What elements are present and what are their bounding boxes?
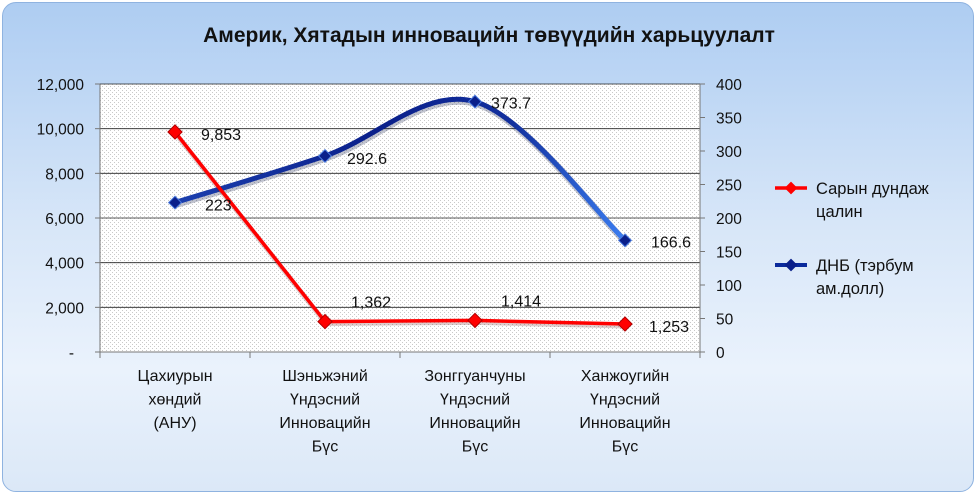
gdp-data-label: 373.7 bbox=[491, 96, 531, 113]
category-label: Бүс bbox=[612, 439, 639, 456]
right-tick-label: 150 bbox=[716, 245, 742, 262]
salary-marker bbox=[467, 312, 483, 329]
category-label: Бүс bbox=[312, 439, 339, 456]
gdp-data-label: 223 bbox=[205, 198, 232, 215]
legend: Сарын дундаж цалин ДНБ (тэрбум ам.долл) bbox=[775, 180, 929, 298]
left-tick-label: 12,000 bbox=[37, 77, 85, 94]
salary-marker bbox=[617, 316, 633, 332]
right-axis-ticks: 0 50 100 150 200 250 300 350 400 bbox=[700, 77, 742, 362]
right-tick-label: 250 bbox=[716, 178, 742, 195]
category-label: (АНУ) bbox=[153, 415, 196, 432]
category-label: Зонггуанчуны bbox=[424, 368, 525, 385]
category-label: Бүс bbox=[462, 439, 489, 456]
left-axis-ticks: - 2,000 4,000 6,000 8,000 10,000 12,000 bbox=[37, 77, 100, 362]
category-label: Инновацийн bbox=[579, 415, 670, 432]
gdp-marker bbox=[467, 94, 483, 109]
category-label: Шэньжэний bbox=[282, 368, 368, 385]
left-tick-label: - bbox=[69, 345, 74, 362]
gdp-data-label: 166.6 bbox=[651, 234, 691, 251]
chart-title: Америк, Хятадын инновацийн төвүүдийн хар… bbox=[203, 24, 775, 47]
category-label: хөндий bbox=[149, 392, 202, 409]
legend-salary-label: Сарын дундаж bbox=[816, 180, 929, 198]
right-tick-label: 300 bbox=[716, 144, 742, 161]
right-tick-label: 100 bbox=[716, 278, 742, 295]
left-tick-label: 8,000 bbox=[45, 166, 84, 183]
salary-marker bbox=[167, 124, 183, 140]
category-label: Үндэсний bbox=[590, 392, 660, 409]
gdp-marker bbox=[167, 195, 183, 210]
salary-marker bbox=[317, 313, 333, 330]
gridlines bbox=[100, 83, 700, 308]
data-labels: 9,853 1,362 1,414 1,253 223 292.6 373.7 166.6 bbox=[201, 96, 691, 336]
salary-data-label: 1,362 bbox=[351, 295, 391, 312]
category-label: Цахиурын bbox=[137, 368, 212, 385]
gdp-marker bbox=[617, 233, 633, 248]
gdp-data-label: 292.6 bbox=[347, 151, 387, 168]
gdp-line bbox=[172, 96, 628, 243]
left-tick-label: 2,000 bbox=[45, 300, 84, 317]
legend-gdp-marker bbox=[784, 258, 798, 272]
right-tick-label: 0 bbox=[716, 345, 725, 362]
series bbox=[167, 94, 633, 332]
category-label: Үндэсний bbox=[440, 392, 510, 409]
left-tick-label: 10,000 bbox=[37, 122, 85, 139]
salary-data-label: 1,414 bbox=[501, 293, 541, 310]
right-tick-label: 200 bbox=[716, 211, 742, 228]
right-tick-label: 400 bbox=[716, 77, 742, 94]
legend-gdp-label: ДНБ (тэрбум bbox=[816, 257, 914, 275]
left-tick-label: 4,000 bbox=[45, 256, 84, 273]
legend-salary-marker bbox=[784, 181, 798, 195]
category-label: Үндэсний bbox=[290, 392, 360, 409]
category-label: Инновацийн bbox=[279, 415, 370, 432]
salary-data-label: 1,253 bbox=[649, 319, 689, 336]
category-label: Инновацийн bbox=[429, 415, 520, 432]
left-tick-label: 6,000 bbox=[45, 211, 84, 228]
category-labels: Цахиурын хөндий (АНУ) Шэньжэний Үндэсний Инно… bbox=[137, 368, 670, 456]
legend-gdp-label: ам.долл) bbox=[816, 280, 884, 298]
right-tick-label: 350 bbox=[716, 111, 742, 128]
right-tick-label: 50 bbox=[716, 312, 734, 329]
salary-line bbox=[173, 130, 626, 326]
gdp-marker bbox=[317, 148, 333, 164]
legend-salary-label: цалин bbox=[816, 203, 863, 221]
salary-data-label: 9,853 bbox=[201, 127, 241, 144]
category-label: Ханжоугийн bbox=[581, 368, 669, 385]
